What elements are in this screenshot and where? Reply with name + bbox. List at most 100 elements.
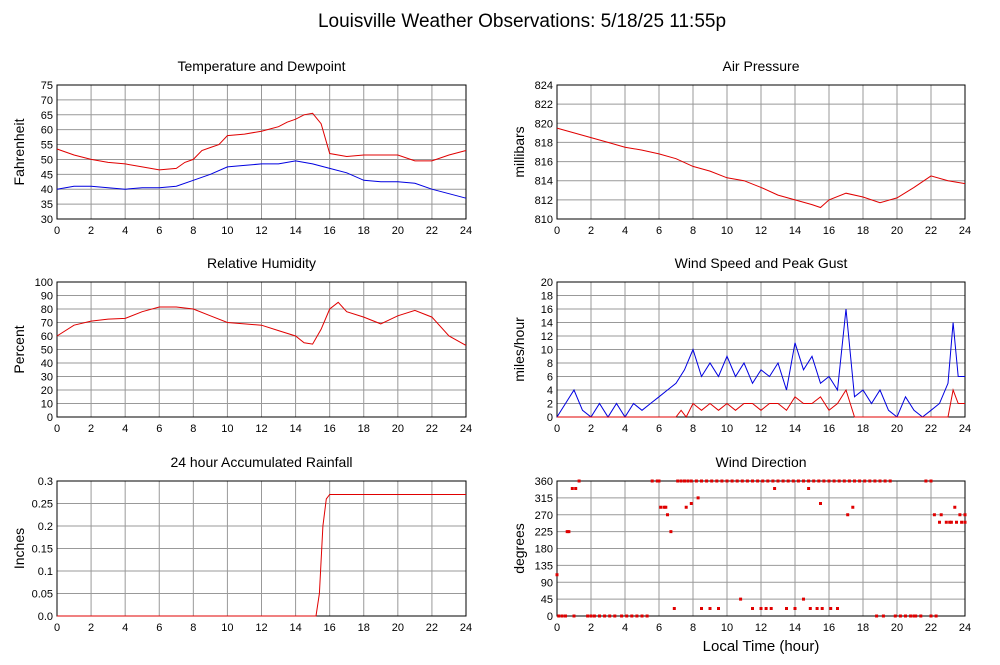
x-tick-label: 8 [190,622,196,634]
chart-title: 24 hour Accumulated Rainfall [170,454,352,470]
y-tick-label: 315 [535,493,553,505]
scatter-point [836,607,839,610]
scatter-point [603,614,607,618]
y-tick-label: 6 [547,372,553,384]
scatter-point [963,520,967,524]
scatter-point [815,607,819,610]
scatter-point [751,607,754,610]
scatter-point [589,614,593,618]
x-tick-label: 10 [221,225,233,237]
scatter-point [555,573,559,577]
y-tick-label: 0.05 [32,589,53,601]
scatter-point [659,505,663,509]
scatter-point [878,479,882,483]
series-line-0 [556,308,965,418]
series-line-1 [557,388,965,418]
scatter-point [608,614,612,618]
x-tick-label: 18 [358,622,370,634]
scatter-point [781,479,785,483]
x-tick-label: 6 [656,622,662,634]
y-tick-label: 0.1 [38,566,53,578]
x-tick-label: 18 [857,622,869,634]
scatter-point [822,479,826,483]
y-tick-label: 65 [41,110,53,122]
scatter-point [948,520,952,524]
x-tick-label: 6 [656,225,662,237]
y-tick-label: 50 [41,345,53,357]
scatter-point [700,607,703,610]
chart-grid: 0 2 4 6 8 10 12 14 16 18 20 22 243035404550556065707… [11,58,971,634]
x-tick-label: 16 [324,622,336,634]
plot-frame [556,84,966,220]
scatter-point [812,479,816,483]
y-tick-label: 70 [41,95,53,107]
y-axis-label: miles/hour [511,317,527,382]
scatter-point [751,479,754,483]
scatter-point [827,479,831,483]
scatter-point [740,479,744,483]
x-tick-label: 22 [925,423,937,435]
scatter-point [700,479,703,483]
scatter-point [745,479,749,483]
x-tick-label: 16 [823,622,835,634]
scatter-point [863,479,867,483]
y-tick-label: 4 [547,385,553,397]
y-tick-label: 14 [541,318,553,330]
x-tick-label: 2 [88,225,94,237]
y-tick-label: 16 [541,304,553,316]
x-tick-label: 0 [554,225,560,237]
scatter-point [904,614,907,618]
scatter-point [771,479,775,483]
scatter-point [640,614,644,618]
chart-title: Wind Speed and Peak Gust [675,255,848,271]
x-tick-label: 14 [289,622,301,634]
scatter-point [858,479,862,483]
scatter-point [932,513,936,517]
y-tick-label: 12 [541,331,553,343]
y-tick-label: 55 [41,140,53,152]
scatter-point [586,614,590,618]
series-line-1 [56,160,467,199]
x-tick-label: 24 [959,423,971,435]
scatter-point [853,479,856,483]
scatter-point [914,614,918,618]
scatter-point [944,520,948,524]
scatter-point [625,614,629,618]
y-tick-label: 0.25 [32,499,53,511]
scatter-point [786,479,790,483]
y-tick-label: 60 [41,331,53,343]
scatter-point [873,479,877,483]
x-tick-label: 10 [721,423,733,435]
scatter-point [630,614,634,618]
y-tick-label: 75 [41,80,53,92]
scatter-point [645,614,649,618]
scatter-point [662,505,666,509]
scatter-point [832,479,836,483]
x-tick-label: 8 [690,225,696,237]
scatter-point [883,479,887,483]
y-tick-label: 18 [541,291,553,303]
plot-frame [556,480,966,617]
y-tick-label: 45 [541,594,553,606]
y-tick-label: 812 [535,195,553,207]
y-axis-label: millibars [511,126,527,177]
x-tick-label: 22 [426,225,438,237]
x-tick-label: 10 [721,225,733,237]
x-tick-label: 12 [755,225,767,237]
scatter-point [817,479,821,483]
scatter-point [868,479,872,483]
scatter-point [684,505,688,509]
scatter-point [564,614,567,618]
scatter-point [796,479,800,483]
scatter-point [577,479,581,483]
y-tick-label: 40 [41,184,53,196]
scatter-point [710,479,714,483]
y-tick-label: 70 [41,318,53,330]
scatter-point [657,479,661,483]
x-tick-label: 2 [588,423,594,435]
plot-frame [56,281,467,418]
x-tick-label: 22 [925,225,937,237]
scatter-point [819,502,822,505]
scatter-point [807,479,811,483]
scatter-point [785,607,788,610]
